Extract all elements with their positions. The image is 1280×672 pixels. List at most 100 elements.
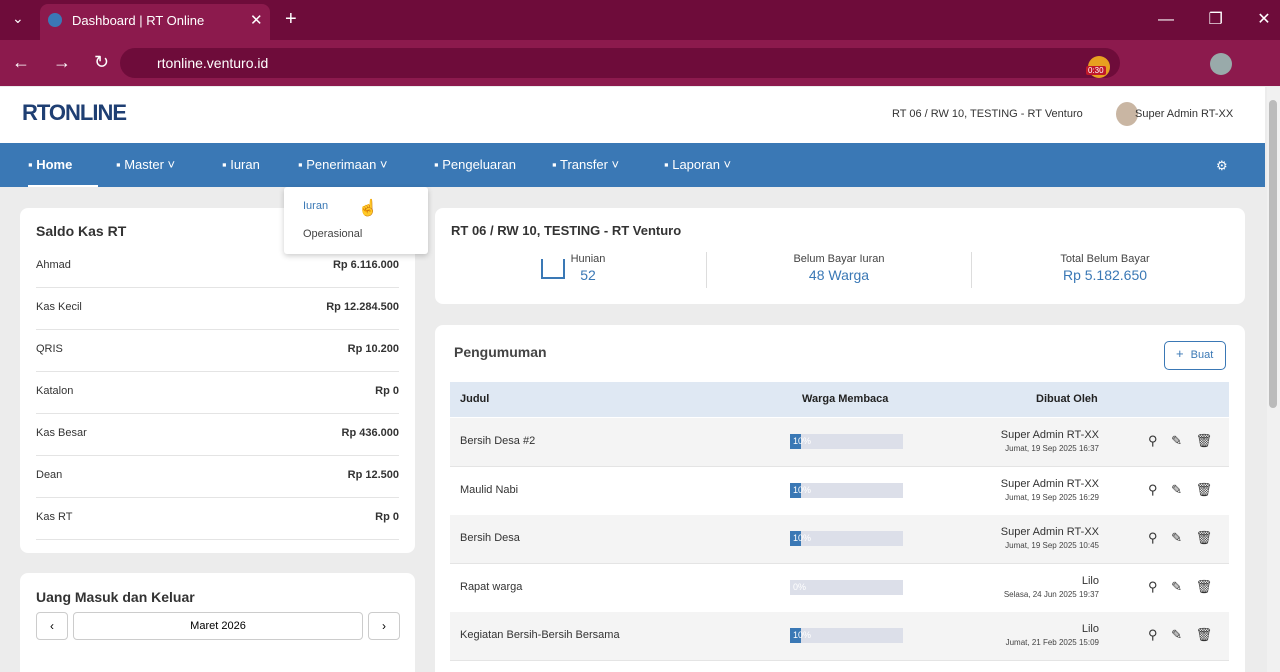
date: Jumat, 21 Feb 2025 15:09 — [1005, 638, 1099, 648]
date: Jumat, 19 Sep 2025 16:37 — [1005, 444, 1099, 453]
account-amount: Rp 10.200 — [347, 343, 399, 355]
table-header — [450, 382, 1229, 417]
settings[interactable]: ⚙ — [1216, 158, 1228, 173]
card-title: Uang Masuk dan Keluar — [36, 589, 195, 605]
month-picker[interactable]: Maret 2026 — [73, 612, 363, 640]
avatar — [1116, 102, 1138, 126]
row-actions[interactable]: ⚲ ✎ 🗑 — [1148, 627, 1213, 643]
account-amount: Rp 436.000 — [341, 427, 399, 439]
date: Selasa, 24 Jun 2025 19:37 — [1003, 589, 1099, 599]
row-divider — [36, 455, 399, 456]
progress-label: 10% — [793, 436, 812, 446]
active-tab[interactable] — [40, 4, 270, 40]
announcement-title[interactable]: Maulid Nabi — [460, 483, 519, 496]
nav-item[interactable]: ▪ Iuran — [222, 157, 260, 172]
badge: 0:30 — [1086, 66, 1106, 75]
row-divider — [450, 514, 1229, 516]
account-name: QRIS — [36, 343, 63, 355]
account-name: Dean — [36, 469, 63, 481]
nav-active — [28, 185, 98, 187]
account-name: Kas RT — [36, 511, 73, 523]
cashflow-card — [20, 573, 415, 672]
announcement-title[interactable]: Rapat warga — [460, 580, 523, 593]
dropdown-item[interactable]: Operasional — [303, 228, 363, 240]
row-actions[interactable]: ⚲ ✎ 🗑 — [1148, 530, 1213, 546]
row-divider — [450, 466, 1229, 467]
progress-track — [790, 434, 903, 449]
header — [0, 87, 1265, 143]
progress-track — [790, 628, 903, 644]
create-button[interactable]: Buat — [1164, 341, 1226, 370]
nav-item[interactable]: ▪ Penerimaan ˅ — [298, 157, 388, 172]
progress-fill — [790, 531, 802, 547]
nav-item[interactable]: ▪ Transfer ˅ — [552, 157, 620, 172]
stat-divider — [706, 252, 707, 288]
progress-label: 10% — [793, 533, 812, 544]
user-menu[interactable]: Super Admin RT-XX — [1135, 108, 1234, 120]
window-controls[interactable]: — ❐ ✕ — [1158, 11, 1271, 28]
nav-item[interactable]: ▪ Master ˅ — [116, 157, 176, 172]
progress-track — [790, 482, 903, 498]
row-divider — [36, 287, 399, 288]
account-amount: Rp 6.116.000 — [332, 259, 399, 271]
row-divider — [36, 497, 399, 498]
next-button[interactable]: › — [368, 612, 400, 640]
row-divider — [36, 371, 399, 372]
close-tab[interactable]: ✕ — [250, 12, 263, 29]
url[interactable]: rtonline.venturo.id — [157, 55, 269, 71]
account-name: Kas Besar — [36, 427, 87, 439]
tab-title[interactable]: Dashboard | RT Online — [72, 13, 205, 28]
row-actions[interactable]: ⚲ ✎ 🗑 — [1148, 433, 1213, 448]
announcement-title[interactable]: Kegiatan Bersih-Bersih Bersama — [460, 629, 620, 642]
cursor: ☝ — [358, 200, 378, 217]
author: Lilo — [1081, 623, 1099, 636]
card-title: Pengumuman — [454, 344, 547, 360]
progress-fill — [790, 482, 802, 498]
column-header: Dibuat Oleh — [1036, 393, 1098, 405]
profile[interactable] — [1210, 53, 1232, 75]
new-tab[interactable]: + — [285, 8, 297, 30]
progress-label: 0% — [793, 581, 807, 592]
row-divider — [450, 660, 1229, 662]
prev-button[interactable]: ‹ — [36, 612, 68, 640]
stat-label: Total Belum Bayar — [1060, 253, 1150, 265]
author: Super Admin RT-XX — [1000, 429, 1099, 441]
account-name: Kas Kecil — [36, 301, 82, 313]
account-name: Ahmad — [36, 259, 71, 271]
card-title: RT 06 / RW 10, TESTING - RT Venturo — [451, 223, 682, 238]
scroll-thumb[interactable] — [1269, 100, 1277, 408]
summary-card — [435, 208, 1245, 304]
stat-value: 52 — [580, 267, 596, 283]
row-divider — [36, 329, 399, 330]
nav-item[interactable]: ▪ Home — [28, 157, 73, 172]
row-actions[interactable]: ⚲ ✎ 🗑 — [1148, 578, 1213, 594]
announcement-title[interactable]: Bersih Desa — [460, 532, 520, 545]
dropdown-item[interactable]: Iuran — [303, 200, 329, 212]
row-divider — [450, 563, 1229, 565]
stat-value: 48 Warga — [808, 267, 870, 283]
row-actions[interactable]: ⚲ ✎ 🗑 — [1148, 481, 1213, 497]
progress-track — [790, 579, 903, 595]
stat-divider — [971, 252, 972, 288]
column-header: Judul — [460, 393, 490, 405]
context-selector[interactable]: RT 06 / RW 10, TESTING - RT Venturo — [892, 108, 1083, 120]
author: Super Admin RT-XX — [1000, 526, 1099, 539]
address-bar[interactable] — [120, 48, 1120, 78]
plus-icon: + — [1176, 346, 1184, 361]
announcement-title[interactable]: Bersih Desa #2 — [460, 435, 536, 447]
row-divider — [450, 611, 1229, 613]
progress-track — [790, 531, 903, 547]
account-amount: Rp 0 — [375, 511, 399, 523]
nav-item[interactable]: ▪ Laporan ˅ — [664, 157, 732, 172]
date: Jumat, 19 Sep 2025 16:29 — [1005, 492, 1099, 502]
nav-buttons[interactable]: ← → ↻ — [12, 52, 110, 72]
author: Super Admin RT-XX — [1000, 477, 1099, 490]
account-amount: Rp 12.284.500 — [326, 301, 399, 313]
favicon — [48, 13, 62, 27]
card-title: Saldo Kas RT — [36, 223, 127, 239]
nav-item[interactable]: ▪ Pengeluaran — [434, 157, 516, 172]
tab-menu[interactable]: ⌄ — [12, 10, 24, 26]
account-amount: Rp 0 — [375, 385, 399, 397]
home-icon — [541, 259, 565, 279]
